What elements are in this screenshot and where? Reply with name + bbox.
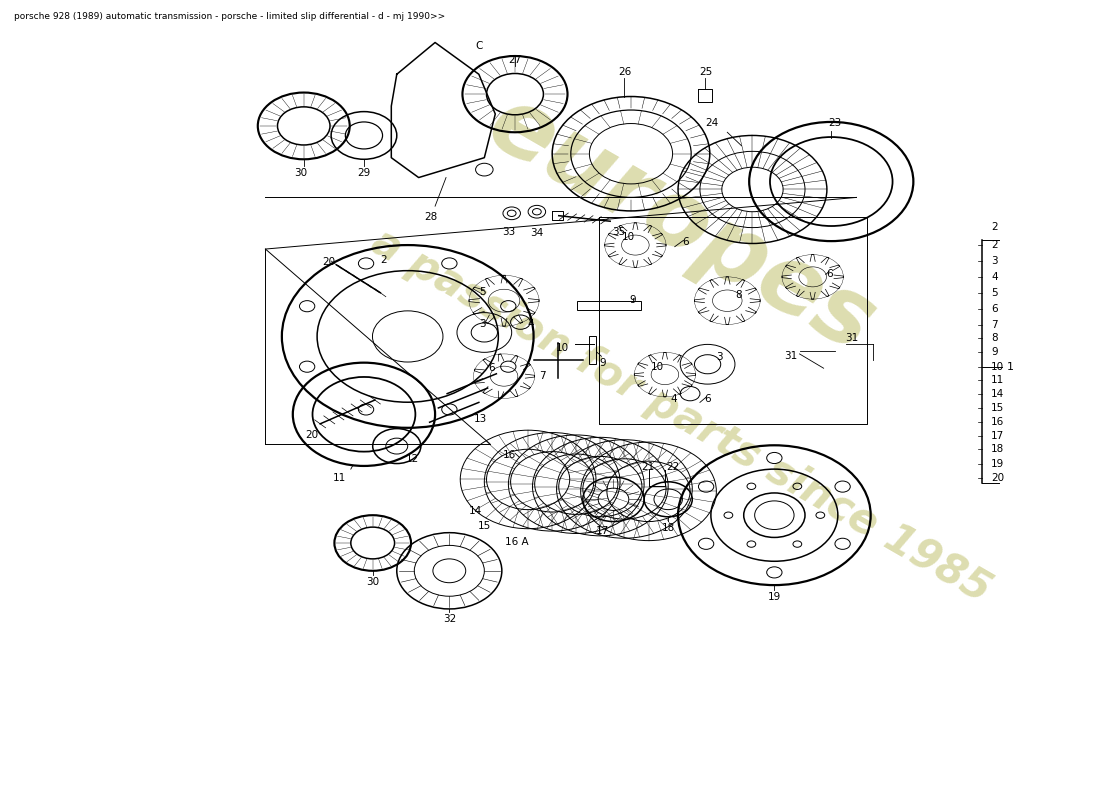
Text: 5: 5 <box>991 288 998 298</box>
Text: 30: 30 <box>366 577 379 587</box>
Text: 12: 12 <box>406 454 419 464</box>
Text: 19: 19 <box>991 458 1004 469</box>
Text: 6: 6 <box>826 269 833 279</box>
Text: 21: 21 <box>641 462 654 472</box>
Text: 31: 31 <box>846 333 859 343</box>
Text: 9: 9 <box>600 358 606 368</box>
Text: 6: 6 <box>991 304 998 314</box>
Text: 10: 10 <box>991 362 1004 372</box>
Text: 3: 3 <box>478 319 485 329</box>
Text: 14: 14 <box>469 506 482 516</box>
Text: 13: 13 <box>473 414 486 424</box>
Text: 29: 29 <box>358 168 371 178</box>
Text: europes: europes <box>472 78 891 373</box>
Text: 34: 34 <box>530 228 543 238</box>
Text: 17: 17 <box>596 526 609 535</box>
Text: 9: 9 <box>630 295 637 305</box>
Text: 31: 31 <box>784 350 798 361</box>
Text: 3: 3 <box>716 352 723 362</box>
Text: 6: 6 <box>488 362 495 373</box>
Text: 20: 20 <box>322 257 335 267</box>
Text: 8: 8 <box>735 290 741 300</box>
Text: 7: 7 <box>539 370 546 381</box>
Text: 7: 7 <box>991 319 998 330</box>
Text: 24: 24 <box>705 118 718 128</box>
Text: 32: 32 <box>442 614 455 625</box>
Text: 4: 4 <box>670 394 676 404</box>
Text: porsche 928 (1989) automatic transmission - porsche - limited slip differential : porsche 928 (1989) automatic transmissio… <box>13 12 446 22</box>
Text: 18: 18 <box>991 444 1004 454</box>
Text: 18: 18 <box>661 523 674 533</box>
Text: 33: 33 <box>502 227 515 237</box>
Text: a passion for parts since 1985: a passion for parts since 1985 <box>364 221 999 611</box>
Bar <box>590 337 596 364</box>
Text: 23: 23 <box>828 118 842 128</box>
Text: 25: 25 <box>698 66 712 77</box>
Text: 8: 8 <box>991 333 998 343</box>
Text: 10: 10 <box>623 231 636 242</box>
Text: 30: 30 <box>294 168 307 178</box>
Text: 15: 15 <box>477 521 491 530</box>
Text: 4: 4 <box>991 272 998 282</box>
Text: 4: 4 <box>527 319 534 329</box>
Text: 20: 20 <box>991 473 1004 483</box>
Text: 28: 28 <box>424 212 438 222</box>
Text: 6: 6 <box>682 237 689 247</box>
Text: 19: 19 <box>768 592 781 602</box>
Text: 16: 16 <box>503 450 516 460</box>
Text: 2: 2 <box>991 222 998 231</box>
Text: 20: 20 <box>305 430 318 440</box>
Text: 11: 11 <box>333 473 346 483</box>
Text: 10: 10 <box>651 362 663 372</box>
Text: C: C <box>475 41 483 51</box>
Text: 10: 10 <box>556 342 569 353</box>
Text: 9: 9 <box>991 347 998 358</box>
Text: 27: 27 <box>508 54 521 65</box>
Text: 16 A: 16 A <box>505 537 529 546</box>
Bar <box>578 301 641 310</box>
Text: 22: 22 <box>666 462 679 472</box>
Text: 3: 3 <box>991 256 998 266</box>
Text: 26: 26 <box>618 66 631 77</box>
Text: 35: 35 <box>613 227 626 237</box>
Text: 11: 11 <box>991 375 1004 385</box>
Text: 14: 14 <box>991 389 1004 398</box>
Text: 1: 1 <box>1006 362 1013 372</box>
Text: 2: 2 <box>991 240 998 250</box>
Text: 17: 17 <box>991 430 1004 441</box>
Text: 15: 15 <box>991 403 1004 413</box>
Text: 2: 2 <box>381 255 387 266</box>
Text: 5: 5 <box>478 287 485 297</box>
Text: 6: 6 <box>704 394 711 404</box>
Text: 16: 16 <box>991 418 1004 427</box>
